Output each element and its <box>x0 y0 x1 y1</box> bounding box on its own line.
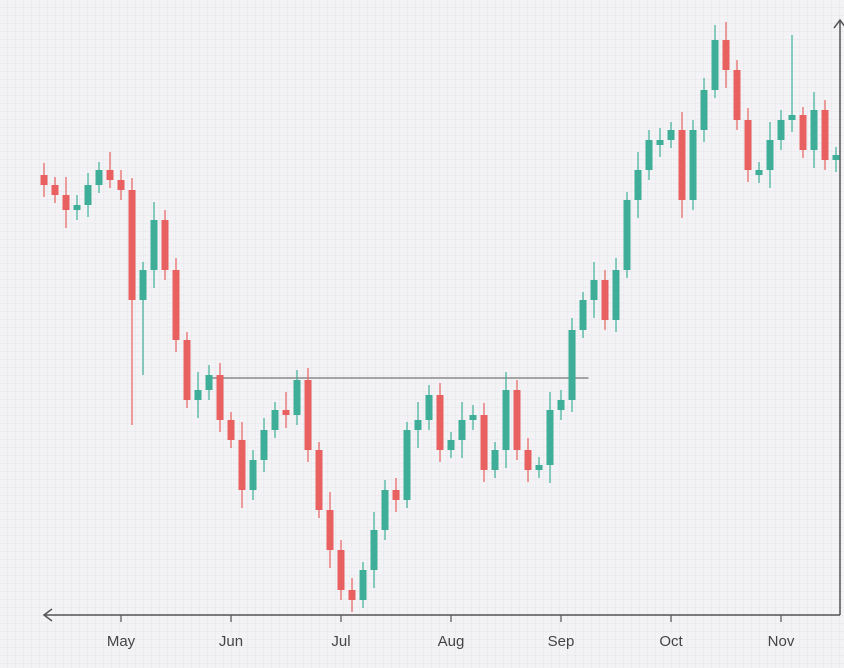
candle-body <box>73 205 81 210</box>
candle-body <box>480 415 488 470</box>
candle-body <box>84 185 92 205</box>
candle-body <box>634 170 642 200</box>
candle-body <box>205 375 213 390</box>
candle-body <box>667 130 675 140</box>
candle-body <box>612 270 620 320</box>
candle-body <box>436 395 444 450</box>
candle-body <box>601 280 609 320</box>
candle-body <box>271 410 279 430</box>
candle-body <box>183 340 191 400</box>
candle-body <box>722 40 730 70</box>
candle-body <box>458 420 466 440</box>
candle-body <box>414 420 422 430</box>
candle-body <box>337 550 345 590</box>
x-tick-label: Jul <box>331 633 350 650</box>
candle-body <box>524 450 532 470</box>
candle-body <box>51 185 59 195</box>
candle-body <box>535 465 543 470</box>
candle-body <box>227 420 235 440</box>
candle-body <box>150 220 158 270</box>
candle-body <box>172 270 180 340</box>
candle-body <box>711 40 719 90</box>
candle-body <box>359 570 367 600</box>
candle-body <box>304 380 312 450</box>
x-tick-label: May <box>107 633 136 650</box>
candle-body <box>821 110 829 160</box>
candle-body <box>117 180 125 190</box>
candle-body <box>62 195 70 210</box>
x-tick-label: Jun <box>219 633 243 650</box>
candle-body <box>623 200 631 270</box>
candle-body <box>744 120 752 170</box>
candle-body <box>832 155 840 160</box>
candle-body <box>513 390 521 450</box>
candle-body <box>579 300 587 330</box>
candle-body <box>194 390 202 400</box>
candle-body <box>469 415 477 420</box>
candle-body <box>238 440 246 490</box>
x-tick-label: Sep <box>548 633 575 650</box>
candle-body <box>315 450 323 510</box>
candle-body <box>502 390 510 450</box>
candle-body <box>216 375 224 420</box>
x-tick-label: Aug <box>438 633 465 650</box>
y-axis-arrow <box>833 18 844 29</box>
candle-body <box>788 115 796 120</box>
candle-body <box>557 400 565 410</box>
candle-body <box>260 430 268 460</box>
candle-body <box>392 490 400 500</box>
candle-body <box>678 130 686 200</box>
candle-body <box>645 140 653 170</box>
x-axis-arrow <box>42 608 53 622</box>
candle-body <box>799 115 807 150</box>
candle-body <box>282 410 290 415</box>
candle-body <box>755 170 763 175</box>
candle-body <box>425 395 433 420</box>
candle-body <box>733 70 741 120</box>
candle-body <box>95 170 103 185</box>
x-tick-label: Oct <box>659 633 683 650</box>
candle-body <box>106 170 114 180</box>
candle-body <box>139 270 147 300</box>
candle-body <box>128 190 136 300</box>
candle-body <box>656 140 664 145</box>
candle-body <box>447 440 455 450</box>
candle-body <box>777 120 785 140</box>
candle-body <box>40 175 48 185</box>
candle-body <box>689 130 697 200</box>
candle-body <box>348 590 356 600</box>
candle-body <box>590 280 598 300</box>
candle-body <box>381 490 389 530</box>
candle-body <box>370 530 378 570</box>
candle-body <box>293 380 301 415</box>
candle-body <box>249 460 257 490</box>
candle-body <box>568 330 576 400</box>
candle-body <box>810 110 818 150</box>
candle-body <box>403 430 411 500</box>
candle-body <box>700 90 708 130</box>
x-tick-label: Nov <box>768 633 795 650</box>
candle-body <box>326 510 334 550</box>
candle-body <box>546 410 554 465</box>
candle-body <box>766 140 774 170</box>
candle-body <box>491 450 499 470</box>
candle-body <box>161 220 169 270</box>
